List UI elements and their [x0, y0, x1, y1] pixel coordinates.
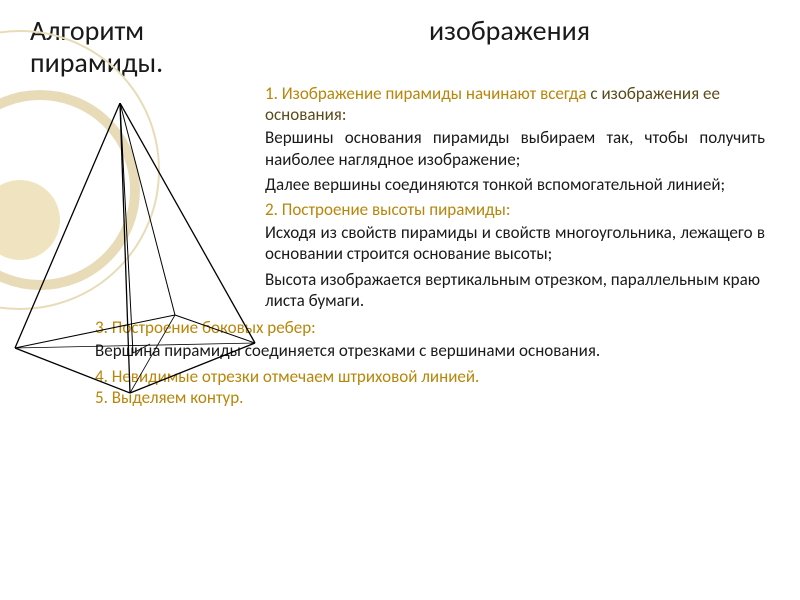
- title-line-1: Алгоритм изображения: [30, 15, 590, 47]
- step2-body1: Исходя из свойств пирамиды и свойств мно…: [265, 222, 765, 265]
- step1-body2: Далее вершины соединяются тонкой вспомог…: [265, 174, 765, 195]
- step1-body1: Вершины основания пирамиды выбираем так,…: [265, 127, 765, 170]
- pyramid-diagram: [5, 103, 275, 413]
- step1-num: 1. Изображение пирамиды начинают всегда: [265, 83, 587, 104]
- step2-heading: 2. Построение высоты пирамиды:: [265, 199, 765, 220]
- page-title: Алгоритм изображения пирамиды.: [30, 15, 590, 79]
- title-line-2: пирамиды.: [30, 47, 590, 79]
- step2-body2: Высота изображается вертикальным отрезко…: [265, 269, 765, 312]
- step1-heading: 1. Изображение пирамиды начинают всегда …: [265, 83, 765, 125]
